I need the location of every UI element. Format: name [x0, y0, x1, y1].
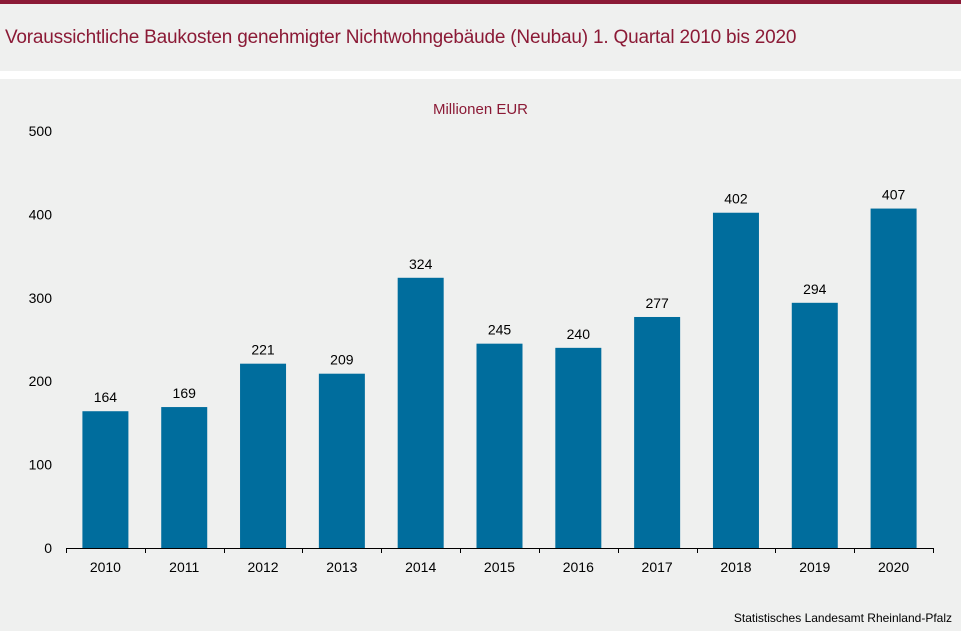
- x-tick-label: 2014: [405, 559, 436, 575]
- bar-data-labels: 164 169 221 209 324 245 240 277 402 294 407: [94, 187, 906, 406]
- bar-value-label: 209: [330, 352, 354, 368]
- bar-2012: [240, 363, 287, 548]
- bar-value-label: 245: [488, 322, 512, 338]
- bar-value-label: 221: [251, 342, 275, 358]
- bar-2010: [82, 411, 129, 548]
- bar-value-label: 402: [724, 191, 748, 207]
- bars: [82, 208, 917, 548]
- bar-2013: [318, 373, 365, 548]
- x-tick-label: 2017: [642, 559, 673, 575]
- y-tick-label: 300: [29, 290, 53, 306]
- bar-value-label: 277: [645, 295, 669, 311]
- x-axis-tick-labels: 2010 2011 2012 2013 2014 2015 2016 2017 2018 2019…: [90, 559, 910, 575]
- bar-2019: [791, 302, 838, 548]
- bar-value-label: 240: [567, 326, 591, 342]
- bar-value-label: 407: [882, 187, 906, 203]
- bar-2020: [870, 208, 917, 548]
- bar-2017: [634, 316, 681, 548]
- unit-label: Millionen EUR: [432, 101, 529, 118]
- bar-value-label: 164: [94, 389, 118, 405]
- x-tick-label: 2013: [326, 559, 357, 575]
- bar-value-label: 324: [409, 256, 433, 272]
- x-axis: [66, 548, 934, 553]
- page-title: Voraussichtliche Baukosten genehmigter N…: [5, 27, 797, 48]
- bar-value-label: 169: [173, 385, 197, 401]
- y-tick-label: 0: [44, 540, 52, 556]
- bar-2018: [712, 212, 759, 548]
- x-tick-label: 2010: [90, 559, 121, 575]
- x-tick-label: 2012: [247, 559, 278, 575]
- y-tick-label: 400: [29, 206, 53, 222]
- x-tick-label: 2019: [799, 559, 830, 575]
- y-tick-label: 500: [29, 123, 53, 139]
- bar-2014: [397, 277, 444, 548]
- y-axis-ticks: 0 100 200 300 400 500: [29, 123, 53, 556]
- bar-2011: [161, 407, 208, 548]
- bar-value-label: 294: [803, 281, 827, 297]
- bar-2016: [555, 347, 602, 548]
- source-note: Statistisches Landesamt Rheinland-Pfalz: [733, 611, 952, 625]
- y-tick-label: 100: [29, 457, 53, 473]
- title-separator: [0, 71, 961, 79]
- x-tick-label: 2018: [720, 559, 751, 575]
- x-tick-label: 2016: [563, 559, 594, 575]
- x-tick-label: 2011: [169, 559, 199, 575]
- bar-2015: [476, 343, 523, 548]
- x-tick-label: 2015: [484, 559, 515, 575]
- x-tick-label: 2020: [878, 559, 909, 575]
- y-tick-label: 200: [29, 373, 53, 389]
- top-accent-rule: [0, 0, 961, 4]
